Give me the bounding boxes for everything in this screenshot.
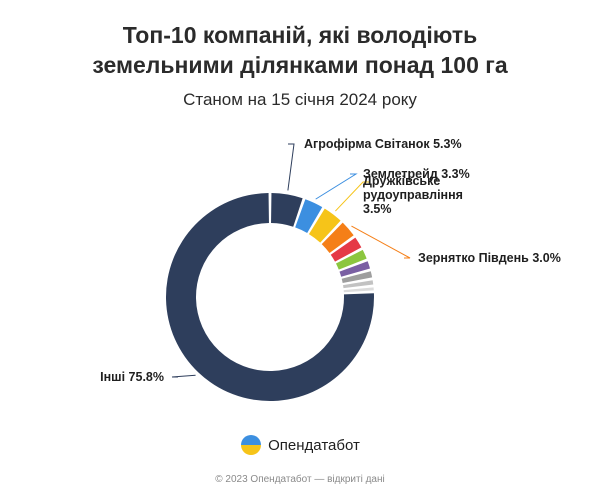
slice-label-1: Землетрейд 3.3% <box>363 167 470 181</box>
slice-labels: Агрофірма Світанок 5.3% Землетрейд 3.3%Др… <box>100 137 561 384</box>
opendatabot-logo-icon <box>241 435 262 455</box>
donut-slices <box>166 193 374 401</box>
leader-line-2 <box>335 181 370 212</box>
slice-label-3: Зернятко Південь 3.0% <box>418 251 561 265</box>
brand-name: Опендатабот <box>268 436 360 454</box>
label-leader-lines <box>171 143 411 378</box>
chart-title: Топ-10 компаній, які володіють земельним… <box>0 20 600 80</box>
chart-title-line-1: Топ-10 компаній, які володіють <box>122 22 478 48</box>
donut-slice-2 <box>308 208 341 243</box>
slice-label-0: Агрофірма Світанок 5.3% <box>304 137 462 151</box>
donut-slice-4 <box>330 237 362 262</box>
slice-label-10: Інші 75.8% <box>100 370 164 384</box>
donut-slice-1 <box>295 199 323 234</box>
donut-slice-7 <box>341 271 373 284</box>
donut-slice-6 <box>339 261 371 277</box>
donut-slice-8 <box>343 280 374 289</box>
donut-slice-9 <box>343 287 374 293</box>
leader-line-0 <box>287 143 295 191</box>
slice-label-2: Дружківське рудоуправління 3.5% <box>363 174 463 216</box>
donut-chart: Агрофірма Світанок 5.3% Землетрейд 3.3%Др… <box>100 137 561 401</box>
footer-copyright: © 2023 Опендатабот — відкриті дані <box>215 474 385 485</box>
brand: Опендатабот <box>0 434 600 456</box>
donut-slice-0 <box>271 193 303 227</box>
donut-slice-5 <box>335 249 367 270</box>
chart-subtitle: Станом на 15 січня 2024 року <box>183 90 417 109</box>
donut-slice-3 <box>321 222 354 254</box>
leader-line-3 <box>351 225 411 259</box>
leader-line-10 <box>171 374 196 378</box>
leader-line-1 <box>315 173 358 200</box>
chart-title-line-2: земельними ділянками понад 100 га <box>92 52 508 78</box>
